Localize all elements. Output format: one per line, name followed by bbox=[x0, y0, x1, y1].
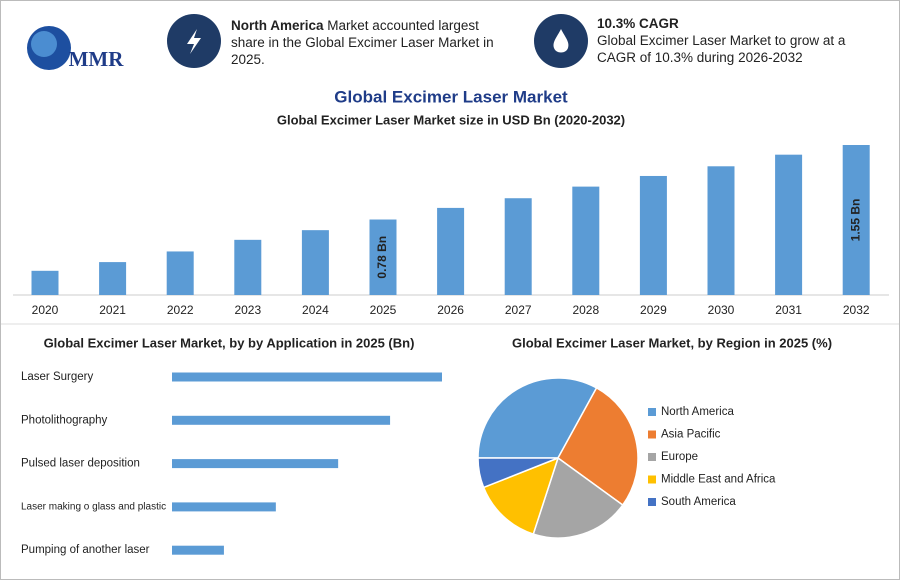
pie-slice bbox=[477, 457, 559, 489]
highlight-title: 10.3% CAGR bbox=[597, 16, 679, 31]
x-tick-label: 2030 bbox=[708, 303, 735, 317]
x-tick-label: 2027 bbox=[505, 303, 532, 317]
bar bbox=[234, 239, 262, 295]
bar bbox=[842, 145, 870, 295]
legend-label: South America bbox=[661, 496, 736, 508]
highlight-bold: North America bbox=[231, 18, 324, 33]
x-tick-label: 2029 bbox=[640, 303, 667, 317]
y-tick-label: Pumping of another laser bbox=[21, 544, 150, 556]
legend-swatch bbox=[648, 430, 656, 439]
highlight-1: North America Market accounted largest s… bbox=[231, 17, 511, 68]
icon-bolt bbox=[187, 29, 201, 54]
bar bbox=[99, 262, 127, 295]
bar bbox=[504, 198, 532, 295]
bar bbox=[437, 207, 465, 295]
legend-swatch bbox=[648, 453, 656, 461]
x-tick-label: 2020 bbox=[32, 303, 59, 317]
x-tick-label: 2025 bbox=[370, 303, 397, 317]
bar bbox=[172, 545, 224, 555]
legend-label: Asia Pacific bbox=[661, 429, 721, 441]
value-label: 1.55 Bn bbox=[848, 199, 862, 242]
logo-globe-highlight bbox=[31, 31, 57, 57]
value-label: 0.78 Bn bbox=[375, 236, 389, 279]
chart-title: Global Excimer Laser Market, by Region i… bbox=[512, 335, 832, 350]
highlight-2: 10.3% CAGR Global Excimer Laser Market to… bbox=[597, 15, 867, 66]
bar bbox=[172, 459, 339, 469]
bar bbox=[572, 186, 600, 295]
bar bbox=[707, 166, 735, 295]
x-tick-label: 2028 bbox=[572, 303, 599, 317]
y-tick-label: Photolithography bbox=[21, 414, 108, 426]
icon-drop bbox=[553, 29, 569, 53]
legend-swatch bbox=[648, 498, 656, 506]
x-tick-label: 2024 bbox=[302, 303, 329, 317]
bar bbox=[301, 230, 329, 295]
y-tick-label: Pulsed laser deposition bbox=[21, 458, 140, 470]
highlight-text: Global Excimer Laser Market to grow at a… bbox=[597, 33, 846, 65]
bar bbox=[369, 219, 397, 295]
x-tick-label: 2026 bbox=[437, 303, 464, 317]
highlight-text: Market accounted largest share in the Gl… bbox=[231, 18, 494, 67]
x-tick-label: 2022 bbox=[167, 303, 194, 317]
y-tick-label: Laser making o glass and plastic bbox=[21, 502, 166, 513]
main-title: Global Excimer Laser Market bbox=[334, 87, 568, 106]
bar bbox=[172, 372, 442, 382]
y-tick-label: Laser Surgery bbox=[21, 371, 93, 383]
chart-title: Global Excimer Laser Market size in USD … bbox=[277, 112, 625, 127]
legend-label: North America bbox=[661, 406, 734, 418]
x-tick-label: 2023 bbox=[234, 303, 261, 317]
legend-label: Europe bbox=[661, 451, 698, 463]
bar bbox=[172, 415, 391, 425]
pie-slice bbox=[482, 456, 560, 536]
pie-slice bbox=[477, 377, 598, 459]
bar bbox=[31, 270, 59, 295]
chart-title: Global Excimer Laser Market, by by Appli… bbox=[44, 335, 415, 350]
bar bbox=[639, 175, 667, 295]
legend-swatch bbox=[648, 408, 656, 416]
legend-label: Middle East and Africa bbox=[661, 474, 776, 486]
bar bbox=[775, 154, 803, 295]
x-tick-label: 2021 bbox=[99, 303, 126, 317]
pie-slice bbox=[532, 456, 624, 539]
x-tick-label: 2031 bbox=[775, 303, 802, 317]
x-tick-label: 2032 bbox=[843, 303, 870, 317]
logo-text: MMR bbox=[69, 47, 125, 71]
legend-swatch bbox=[648, 475, 656, 484]
bar bbox=[172, 502, 276, 512]
bar bbox=[166, 251, 194, 295]
pie-slice bbox=[557, 386, 639, 507]
